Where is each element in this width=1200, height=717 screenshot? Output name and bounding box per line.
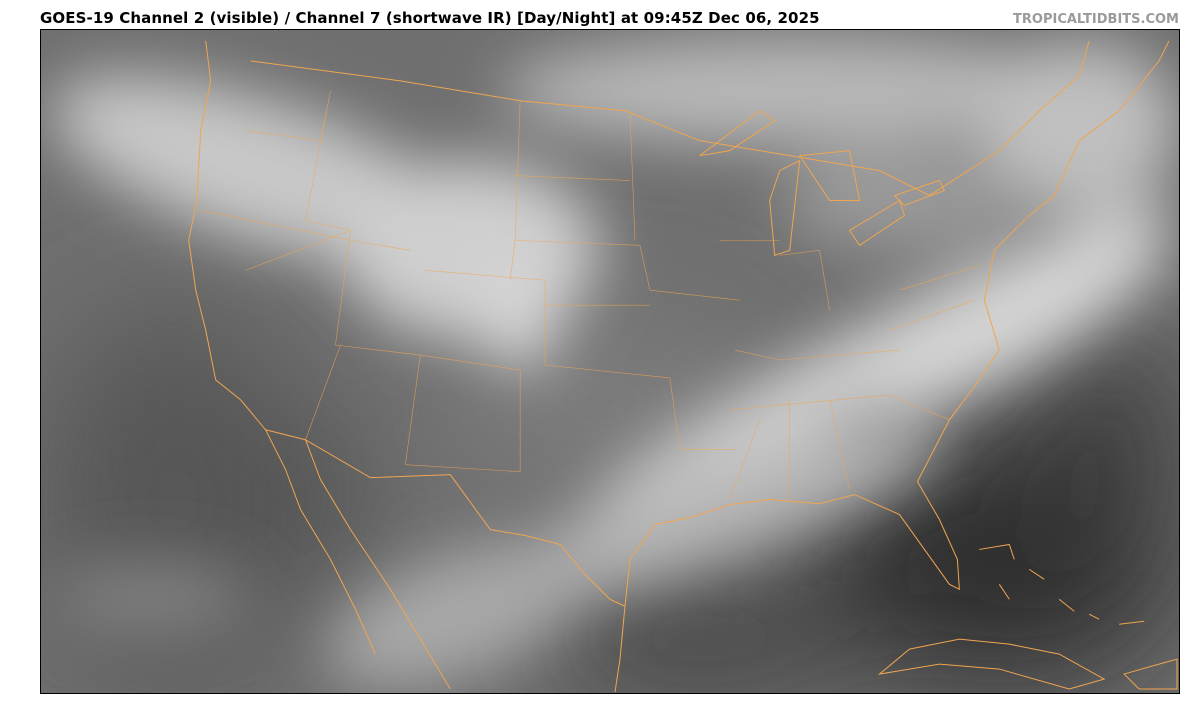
map-title: GOES-19 Channel 2 (visible) / Channel 7 …	[40, 9, 820, 27]
baja-california	[265, 429, 376, 655]
us-mexico-border	[305, 439, 626, 607]
coastlines-and-borders	[188, 40, 1178, 693]
gulf-mexico-coast	[614, 606, 626, 693]
atlantic-coast	[917, 40, 1170, 482]
great-lakes	[699, 110, 946, 256]
gulf-coast	[624, 481, 960, 607]
satellite-map	[40, 29, 1180, 694]
mexico-mainland-coast	[305, 439, 451, 690]
state-lines	[200, 90, 980, 500]
site-credit: TROPICALTIDBITS.COM	[1013, 12, 1179, 27]
cloud-bands	[50, 35, 1179, 688]
cuba	[877, 638, 1106, 690]
bahamas	[979, 543, 1145, 625]
us-west-coast	[188, 40, 306, 441]
hispaniola	[1123, 658, 1178, 690]
satellite-imagery	[41, 30, 1179, 693]
